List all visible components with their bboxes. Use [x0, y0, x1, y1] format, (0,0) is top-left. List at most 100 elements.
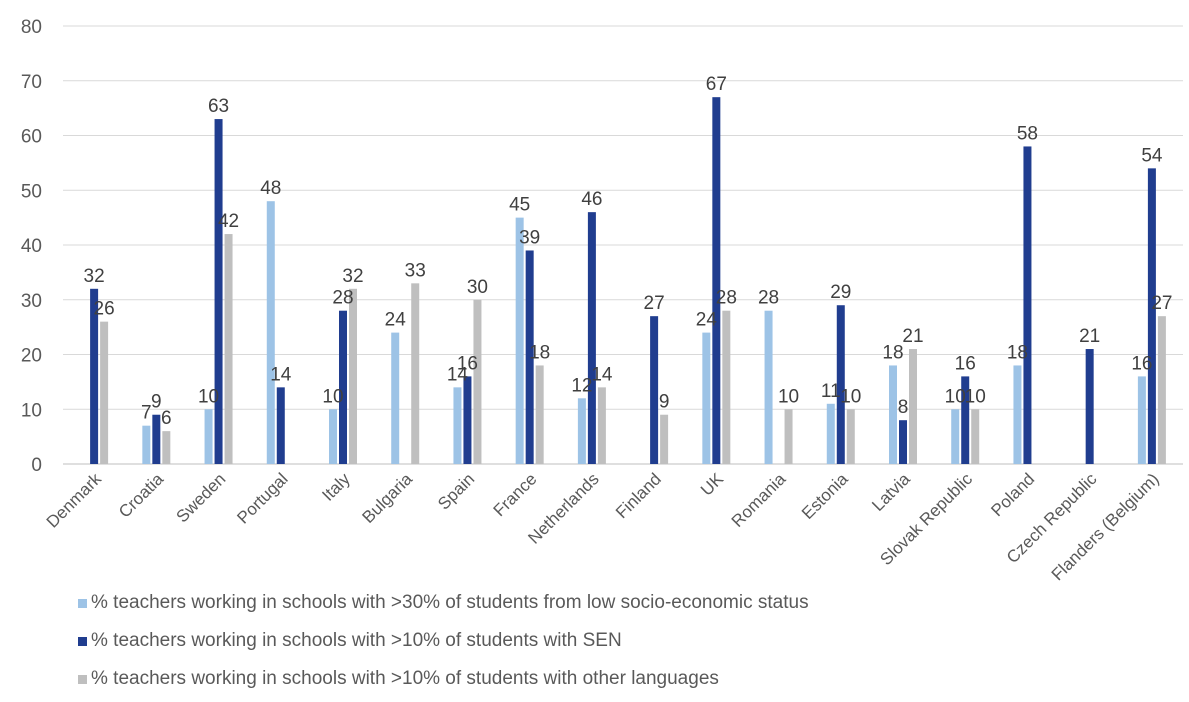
data-label: 14	[447, 364, 469, 385]
legend: % teachers working in schools with >30% …	[78, 588, 809, 702]
bar	[846, 409, 855, 464]
data-label: 42	[218, 211, 239, 232]
data-label: 10	[840, 386, 861, 407]
bar	[535, 365, 544, 464]
data-label: 18	[882, 342, 903, 363]
y-tick-label: 50	[21, 181, 42, 202]
data-label: 32	[84, 266, 105, 287]
data-label: 21	[1079, 326, 1100, 347]
data-label: 18	[529, 342, 550, 363]
bar	[1157, 316, 1166, 464]
bar	[162, 431, 171, 464]
bar	[961, 376, 970, 464]
data-label: 63	[208, 96, 229, 117]
data-label: 54	[1141, 145, 1163, 166]
x-tick-label: Italy	[318, 469, 354, 505]
bar	[577, 398, 586, 464]
bar	[764, 310, 773, 464]
bar	[899, 420, 907, 464]
data-label: 10	[322, 386, 343, 407]
bar	[515, 217, 524, 464]
y-tick-label: 0	[31, 455, 42, 476]
data-label: 6	[161, 408, 172, 429]
bar	[909, 349, 917, 464]
legend-swatch	[78, 636, 87, 646]
bar	[702, 332, 711, 464]
x-tick-label: Spain	[434, 469, 478, 513]
bar	[587, 212, 596, 464]
data-label: 27	[1151, 293, 1172, 314]
bar	[473, 299, 482, 464]
x-tick-label: Sweden	[173, 469, 230, 526]
data-label: 16	[457, 353, 478, 374]
data-label: 10	[945, 386, 966, 407]
data-label: 24	[385, 310, 407, 331]
data-label: 14	[591, 364, 613, 385]
data-label: 18	[1007, 342, 1028, 363]
y-tick-label: 80	[21, 17, 42, 38]
bar	[1023, 146, 1032, 464]
data-label: 16	[955, 353, 976, 374]
x-tick-label: UK	[697, 469, 728, 500]
data-label: 8	[898, 397, 909, 418]
gridlines	[63, 25, 1183, 465]
bar	[650, 316, 659, 464]
data-label: 9	[151, 392, 162, 413]
bars	[90, 97, 1166, 465]
y-tick-label: 10	[21, 400, 42, 421]
bar	[142, 425, 151, 464]
bar	[597, 387, 606, 464]
bar	[1013, 365, 1022, 464]
data-label: 28	[758, 288, 779, 309]
x-tick-label: Poland	[987, 469, 1038, 520]
bar	[1085, 349, 1094, 464]
data-label: 9	[659, 392, 670, 413]
bar	[660, 414, 669, 464]
data-label: 58	[1017, 123, 1038, 144]
data-label: 67	[706, 74, 727, 95]
legend-item: % teachers working in schools with >10% …	[78, 626, 809, 656]
bar	[971, 409, 980, 464]
bar	[784, 409, 793, 464]
data-label: 45	[509, 195, 530, 216]
data-label: 24	[696, 310, 718, 331]
data-label: 11	[821, 381, 841, 402]
bar	[214, 119, 223, 464]
legend-label: % teachers working in schools with >10% …	[91, 630, 622, 651]
legend-swatch	[78, 598, 87, 608]
data-label: 27	[644, 293, 665, 314]
bar	[1137, 376, 1146, 464]
bar	[889, 365, 897, 464]
y-axis: 0 10 20 30 40 50 60 70 80	[21, 17, 42, 476]
y-tick-label: 40	[21, 236, 42, 257]
x-tick-label: France	[490, 469, 541, 520]
data-label: 30	[467, 277, 488, 298]
data-labels: 7104810241445122428111810181632963142816…	[84, 74, 1173, 429]
x-tick-label: Romania	[728, 469, 790, 531]
x-tick-label: Flanders (Belgium)	[1048, 469, 1163, 584]
data-label: 14	[270, 364, 292, 385]
data-label: 16	[1131, 353, 1152, 374]
bar	[224, 234, 233, 464]
bar	[1147, 168, 1156, 464]
bar	[411, 283, 420, 464]
bar	[453, 387, 462, 464]
bar	[722, 310, 731, 464]
bar	[152, 414, 161, 464]
data-label: 10	[778, 386, 799, 407]
data-label: 32	[342, 266, 363, 287]
data-label: 33	[405, 260, 426, 281]
data-label: 21	[902, 326, 923, 347]
data-label: 48	[260, 178, 281, 199]
legend-item: % teachers working in schools with >30% …	[78, 588, 809, 618]
data-label: 28	[716, 288, 737, 309]
y-tick-label: 60	[21, 127, 42, 148]
data-label: 26	[94, 299, 115, 320]
x-tick-label: Finland	[612, 469, 665, 522]
data-label: 28	[332, 288, 353, 309]
bar	[712, 97, 721, 465]
x-tick-label: Croatia	[115, 469, 168, 522]
bar	[836, 305, 845, 464]
legend-item: % teachers working in schools with >10% …	[78, 664, 809, 694]
legend-swatch	[78, 674, 87, 684]
